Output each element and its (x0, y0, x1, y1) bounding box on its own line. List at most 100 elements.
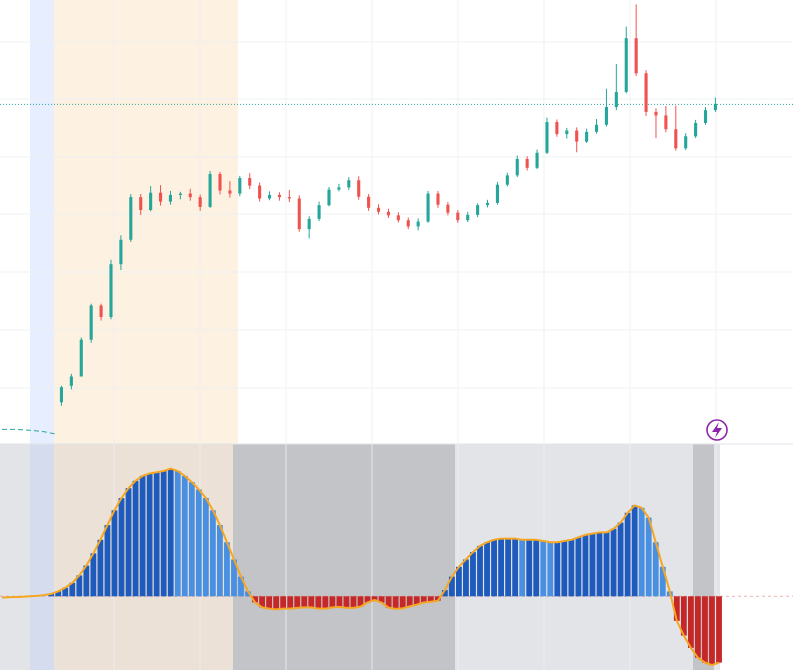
candle-up (495, 182, 499, 205)
histogram-bar-negative (694, 596, 701, 658)
histogram-bar-negative (280, 596, 287, 609)
histogram-bar-positive (645, 517, 652, 597)
candle-down (575, 127, 579, 153)
histogram-bar-positive (519, 539, 526, 597)
histogram-bar-negative (252, 596, 258, 603)
histogram-bar-negative (378, 596, 385, 603)
candle-up (238, 175, 242, 197)
histogram-bar-negative (709, 596, 715, 666)
candle-down (228, 181, 232, 198)
histogram-bar-negative (336, 596, 343, 607)
candle-up (485, 199, 490, 208)
lightning-bolt-icon-glyph[interactable] (712, 422, 722, 438)
candle-up (515, 155, 519, 178)
candle-up (109, 259, 113, 320)
histogram-bar-positive (498, 538, 505, 597)
candle-down (644, 70, 648, 116)
histogram-bar-positive (167, 468, 174, 597)
candle-down (297, 195, 301, 232)
histogram-bar-negative (434, 596, 441, 601)
candle-down (386, 208, 390, 219)
histogram-bar-positive (209, 510, 216, 597)
histogram-bar-positive (484, 542, 490, 597)
histogram-bar-positive (231, 559, 237, 597)
candle-down (674, 105, 678, 151)
candle-up (703, 107, 708, 125)
lightning-bolt-icon[interactable] (706, 419, 728, 441)
candle-up (59, 385, 64, 406)
histogram-bar-negative (315, 596, 322, 609)
histogram-line (1, 467, 720, 667)
candle-body (476, 205, 480, 215)
candle-up (327, 186, 331, 207)
candle-body (386, 211, 390, 216)
histogram-bar-negative (273, 596, 280, 610)
histogram-bar-positive (470, 552, 476, 597)
histogram-bar-negative (687, 596, 694, 648)
candle-body (664, 115, 668, 130)
histogram-bar-negative (287, 596, 294, 609)
candle-down (99, 303, 103, 321)
histogram-bar-negative (259, 596, 266, 608)
histogram-bar-positive (97, 539, 104, 597)
candle-up (149, 186, 153, 212)
candle-body (79, 339, 83, 377)
histogram-bar-positive (153, 472, 160, 597)
histogram-bar-positive (603, 532, 610, 597)
candle-body (307, 218, 311, 230)
candle-body (713, 103, 717, 111)
candle-up (426, 190, 430, 223)
histogram-bar-negative (399, 596, 406, 609)
candle-body (139, 197, 143, 211)
histogram-bar-negative (413, 596, 420, 605)
candle-up (337, 183, 341, 192)
candle-down (456, 210, 460, 223)
histogram-bar-positive (238, 576, 244, 597)
histogram-bar-negative (673, 596, 680, 621)
candle-body (258, 185, 262, 199)
candle-down (188, 188, 192, 201)
candle-body (545, 122, 549, 153)
histogram-bar-positive (111, 510, 118, 597)
osc-zone-gray-dark (233, 444, 455, 670)
histogram-bar-positive (624, 512, 631, 597)
histogram-bar-positive (216, 525, 223, 597)
histogram-bar-positive (118, 498, 125, 597)
candle-body (614, 91, 618, 108)
candle-down (258, 182, 262, 202)
candle-body (178, 193, 182, 195)
histogram-bar-positive (617, 522, 624, 597)
candle-body (99, 305, 103, 318)
histogram-bar-positive (188, 482, 195, 597)
pre-listing-line (2, 428, 57, 435)
candle-body (466, 214, 470, 221)
histogram-bar-positive (463, 559, 469, 597)
candle-down (158, 185, 163, 206)
histogram-bar-negative (680, 596, 687, 636)
candle-up (178, 191, 182, 200)
histogram-bar-positive (224, 542, 230, 597)
histogram-bar-positive (195, 489, 202, 597)
histogram-bar-positive (174, 471, 181, 597)
candle-body (59, 387, 64, 403)
candle-down (357, 176, 361, 200)
candle-up (585, 128, 589, 143)
candle-body (109, 264, 113, 318)
candle-body (238, 178, 242, 194)
candle-up (684, 133, 688, 151)
candles-layer (59, 4, 717, 406)
histogram-bar-positive (202, 498, 209, 597)
histogram-bar-positive (631, 505, 638, 597)
candle-body (317, 205, 321, 219)
candle-body (505, 175, 509, 185)
candle-body (337, 187, 341, 190)
candle-down (654, 108, 658, 139)
histogram-bar-negative (301, 596, 308, 608)
candle-body (297, 198, 301, 230)
histogram-bar-positive (526, 539, 533, 597)
histogram-bar-positive (455, 566, 462, 597)
histogram-bar-positive (540, 541, 547, 597)
pre-listing-line-layer (2, 428, 57, 435)
histogram-bar-positive (448, 576, 455, 597)
